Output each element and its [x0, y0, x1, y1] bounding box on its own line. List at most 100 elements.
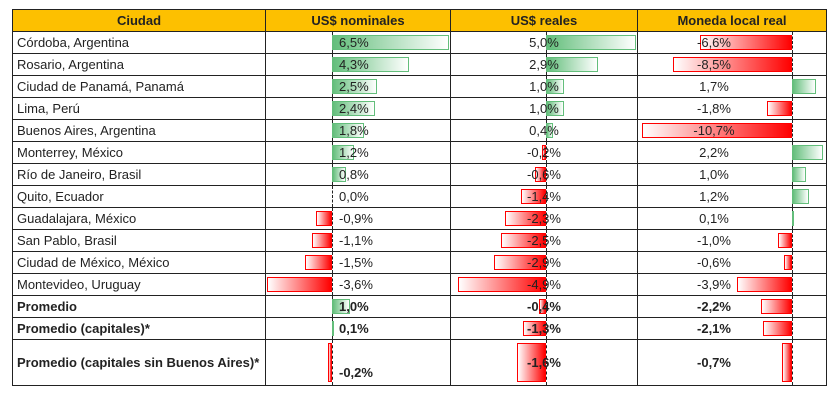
local-cell: -10,7% — [637, 119, 827, 142]
city-name: Ciudad de Panamá, Panamá — [12, 75, 266, 98]
table-row: Córdoba, Argentina 6,5% 5,0% -6,6% — [12, 31, 827, 54]
positive-data-bar — [546, 123, 554, 138]
positive-data-bar — [332, 123, 365, 138]
axis-line — [546, 186, 547, 207]
negative-data-bar — [501, 233, 546, 248]
axis-line — [332, 186, 333, 207]
table-row: Ciudad de México, México -1,5% -2,9% -0,6% — [12, 251, 827, 274]
table-row: Buenos Aires, Argentina 1,8% 0,4% -10,7% — [12, 119, 827, 142]
axis-line — [546, 208, 547, 229]
axis-line — [332, 252, 333, 273]
axis-line — [546, 164, 547, 185]
real-cell: -4,9% — [450, 273, 638, 296]
negative-data-bar — [737, 277, 792, 292]
nom-cell: 0,8% — [265, 163, 451, 186]
nom-cell: 1,8% — [265, 119, 451, 142]
negative-data-bar — [766, 101, 792, 116]
nom-value: 0,0% — [339, 189, 369, 204]
negative-data-bar — [699, 35, 792, 50]
local-value: -10,7% — [693, 123, 735, 138]
axis-line — [792, 274, 793, 295]
negative-data-bar — [520, 189, 546, 204]
header-city: Ciudad — [12, 9, 266, 32]
negative-data-bar — [538, 299, 546, 314]
table-row: Promedio (capitales)* 0,1% -1,3% -2,1% — [12, 317, 827, 340]
real-value: -2,9% — [527, 255, 561, 270]
real-cell: -1,4% — [450, 185, 638, 208]
negative-data-bar — [782, 343, 792, 382]
real-value: -1,4% — [527, 189, 561, 204]
nom-value: -3,6% — [339, 277, 373, 292]
negative-data-bar — [542, 145, 546, 160]
table-row: Monterrey, México 1,2% -0,2% 2,2% — [12, 141, 827, 164]
nom-cell: 2,4% — [265, 97, 451, 120]
local-value: -8,5% — [697, 57, 731, 72]
nom-cell: 1,2% — [265, 141, 451, 164]
table-row: San Pablo, Brasil -1,1% -2,5% -1,0% — [12, 229, 827, 252]
local-value: -0,6% — [697, 255, 731, 270]
header-local-real: Moneda local real — [637, 9, 827, 32]
local-cell: -3,9% — [637, 273, 827, 296]
axis-line — [332, 208, 333, 229]
city-name: Montevideo, Uruguay — [12, 273, 266, 296]
table-row: Guadalajara, México -0,9% -2,3% 0,1% — [12, 207, 827, 230]
negative-data-bar — [328, 343, 332, 382]
city-name: Rosario, Argentina — [12, 53, 266, 76]
axis-line — [792, 32, 793, 53]
local-value: -2,2% — [697, 299, 731, 314]
real-cell: -1,3% — [450, 317, 638, 340]
local-value: -3,9% — [697, 277, 731, 292]
positive-data-bar — [332, 79, 377, 94]
real-cell: -2,5% — [450, 229, 638, 252]
city-name: Promedio (capitales)* — [12, 317, 266, 340]
nom-value: 4,3% — [339, 57, 369, 72]
table-row: Montevideo, Uruguay -3,6% -4,9% -3,9% — [12, 273, 827, 296]
real-value: -1,6% — [527, 355, 561, 370]
negative-data-bar — [673, 57, 792, 72]
real-cell: -1,6% — [450, 339, 638, 386]
positive-data-bar — [332, 145, 354, 160]
city-name: Promedio — [12, 295, 266, 318]
local-cell: -1,8% — [637, 97, 827, 120]
axis-line — [546, 318, 547, 339]
negative-data-bar — [783, 255, 792, 270]
nom-cell: -0,2% — [265, 339, 451, 386]
header-usd-real: US$ reales — [450, 9, 638, 32]
local-value: 1,2% — [699, 189, 729, 204]
nom-cell: 0,1% — [265, 317, 451, 340]
real-cell: -0,4% — [450, 295, 638, 318]
table-row: Rosario, Argentina 4,3% 2,9% -8,5% — [12, 53, 827, 76]
table-row: Promedio (capitales sin Buenos Aires)* -0… — [12, 339, 827, 386]
table-row: Quito, Ecuador 0,0% -1,4% 1,2% — [12, 185, 827, 208]
real-cell: -2,9% — [450, 251, 638, 274]
axis-line — [792, 318, 793, 339]
axis-line — [546, 340, 547, 385]
local-cell: -2,2% — [637, 295, 827, 318]
positive-data-bar — [332, 321, 334, 336]
axis-line — [792, 54, 793, 75]
nom-value: 2,5% — [339, 79, 369, 94]
positive-data-bar — [332, 299, 350, 314]
real-value: 2,9% — [529, 57, 559, 72]
positive-data-bar — [332, 167, 347, 182]
positive-data-bar — [546, 35, 636, 50]
axis-line — [792, 230, 793, 251]
positive-data-bar — [332, 101, 376, 116]
real-cell: -0,2% — [450, 141, 638, 164]
local-cell: 1,7% — [637, 75, 827, 98]
nom-value: 0,1% — [339, 321, 369, 336]
positive-data-bar — [332, 35, 449, 50]
axis-line — [546, 230, 547, 251]
axis-line — [546, 274, 547, 295]
real-cell: 1,0% — [450, 75, 638, 98]
nom-value: -1,1% — [339, 233, 373, 248]
real-value: -0,4% — [527, 299, 561, 314]
nom-cell: -0,9% — [265, 207, 451, 230]
city-name: Monterrey, México — [12, 141, 266, 164]
nom-cell: 1,0% — [265, 295, 451, 318]
real-value: -2,5% — [527, 233, 561, 248]
table-row: Promedio 1,0% -0,4% -2,2% — [12, 295, 827, 318]
axis-line — [792, 340, 793, 385]
real-cell: -0,6% — [450, 163, 638, 186]
real-value: 5,0% — [529, 35, 559, 50]
